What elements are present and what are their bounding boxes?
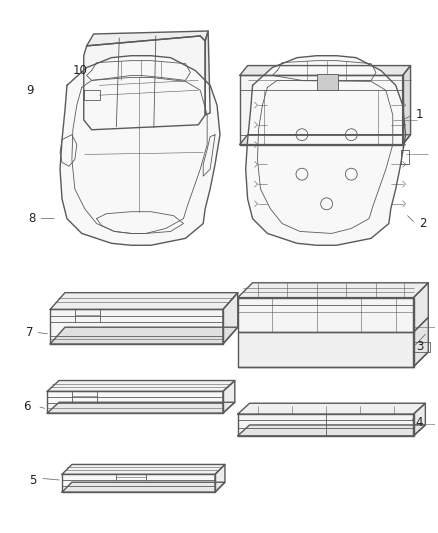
Polygon shape (47, 381, 235, 391)
Polygon shape (238, 332, 413, 367)
Polygon shape (50, 310, 223, 344)
Polygon shape (240, 66, 410, 76)
Polygon shape (62, 464, 225, 474)
Polygon shape (403, 66, 410, 144)
Polygon shape (50, 293, 238, 310)
Text: 3: 3 (416, 341, 423, 353)
Polygon shape (240, 135, 410, 144)
Text: 9: 9 (27, 84, 34, 97)
Polygon shape (238, 414, 413, 436)
Polygon shape (413, 403, 425, 436)
Polygon shape (238, 425, 425, 436)
Polygon shape (50, 327, 238, 344)
Polygon shape (205, 31, 210, 115)
Polygon shape (62, 482, 225, 492)
Polygon shape (47, 402, 235, 413)
Text: 7: 7 (26, 326, 33, 338)
Text: 4: 4 (416, 416, 423, 430)
Polygon shape (87, 31, 208, 46)
Polygon shape (84, 36, 205, 130)
Text: 6: 6 (23, 400, 30, 413)
Polygon shape (84, 90, 99, 100)
Bar (317, 75, 339, 90)
Text: 2: 2 (419, 217, 426, 230)
Polygon shape (62, 474, 215, 492)
Polygon shape (413, 283, 428, 332)
Polygon shape (246, 56, 406, 245)
Polygon shape (60, 56, 220, 245)
Polygon shape (238, 283, 428, 297)
Polygon shape (223, 381, 235, 413)
Text: 1: 1 (416, 108, 423, 122)
Polygon shape (240, 76, 403, 144)
Polygon shape (215, 464, 225, 492)
Polygon shape (223, 293, 238, 344)
Text: 8: 8 (29, 212, 36, 225)
Polygon shape (413, 317, 428, 367)
Polygon shape (238, 403, 425, 414)
Polygon shape (47, 391, 223, 413)
Text: 10: 10 (72, 64, 87, 77)
Polygon shape (238, 297, 413, 332)
Text: 5: 5 (29, 474, 36, 487)
